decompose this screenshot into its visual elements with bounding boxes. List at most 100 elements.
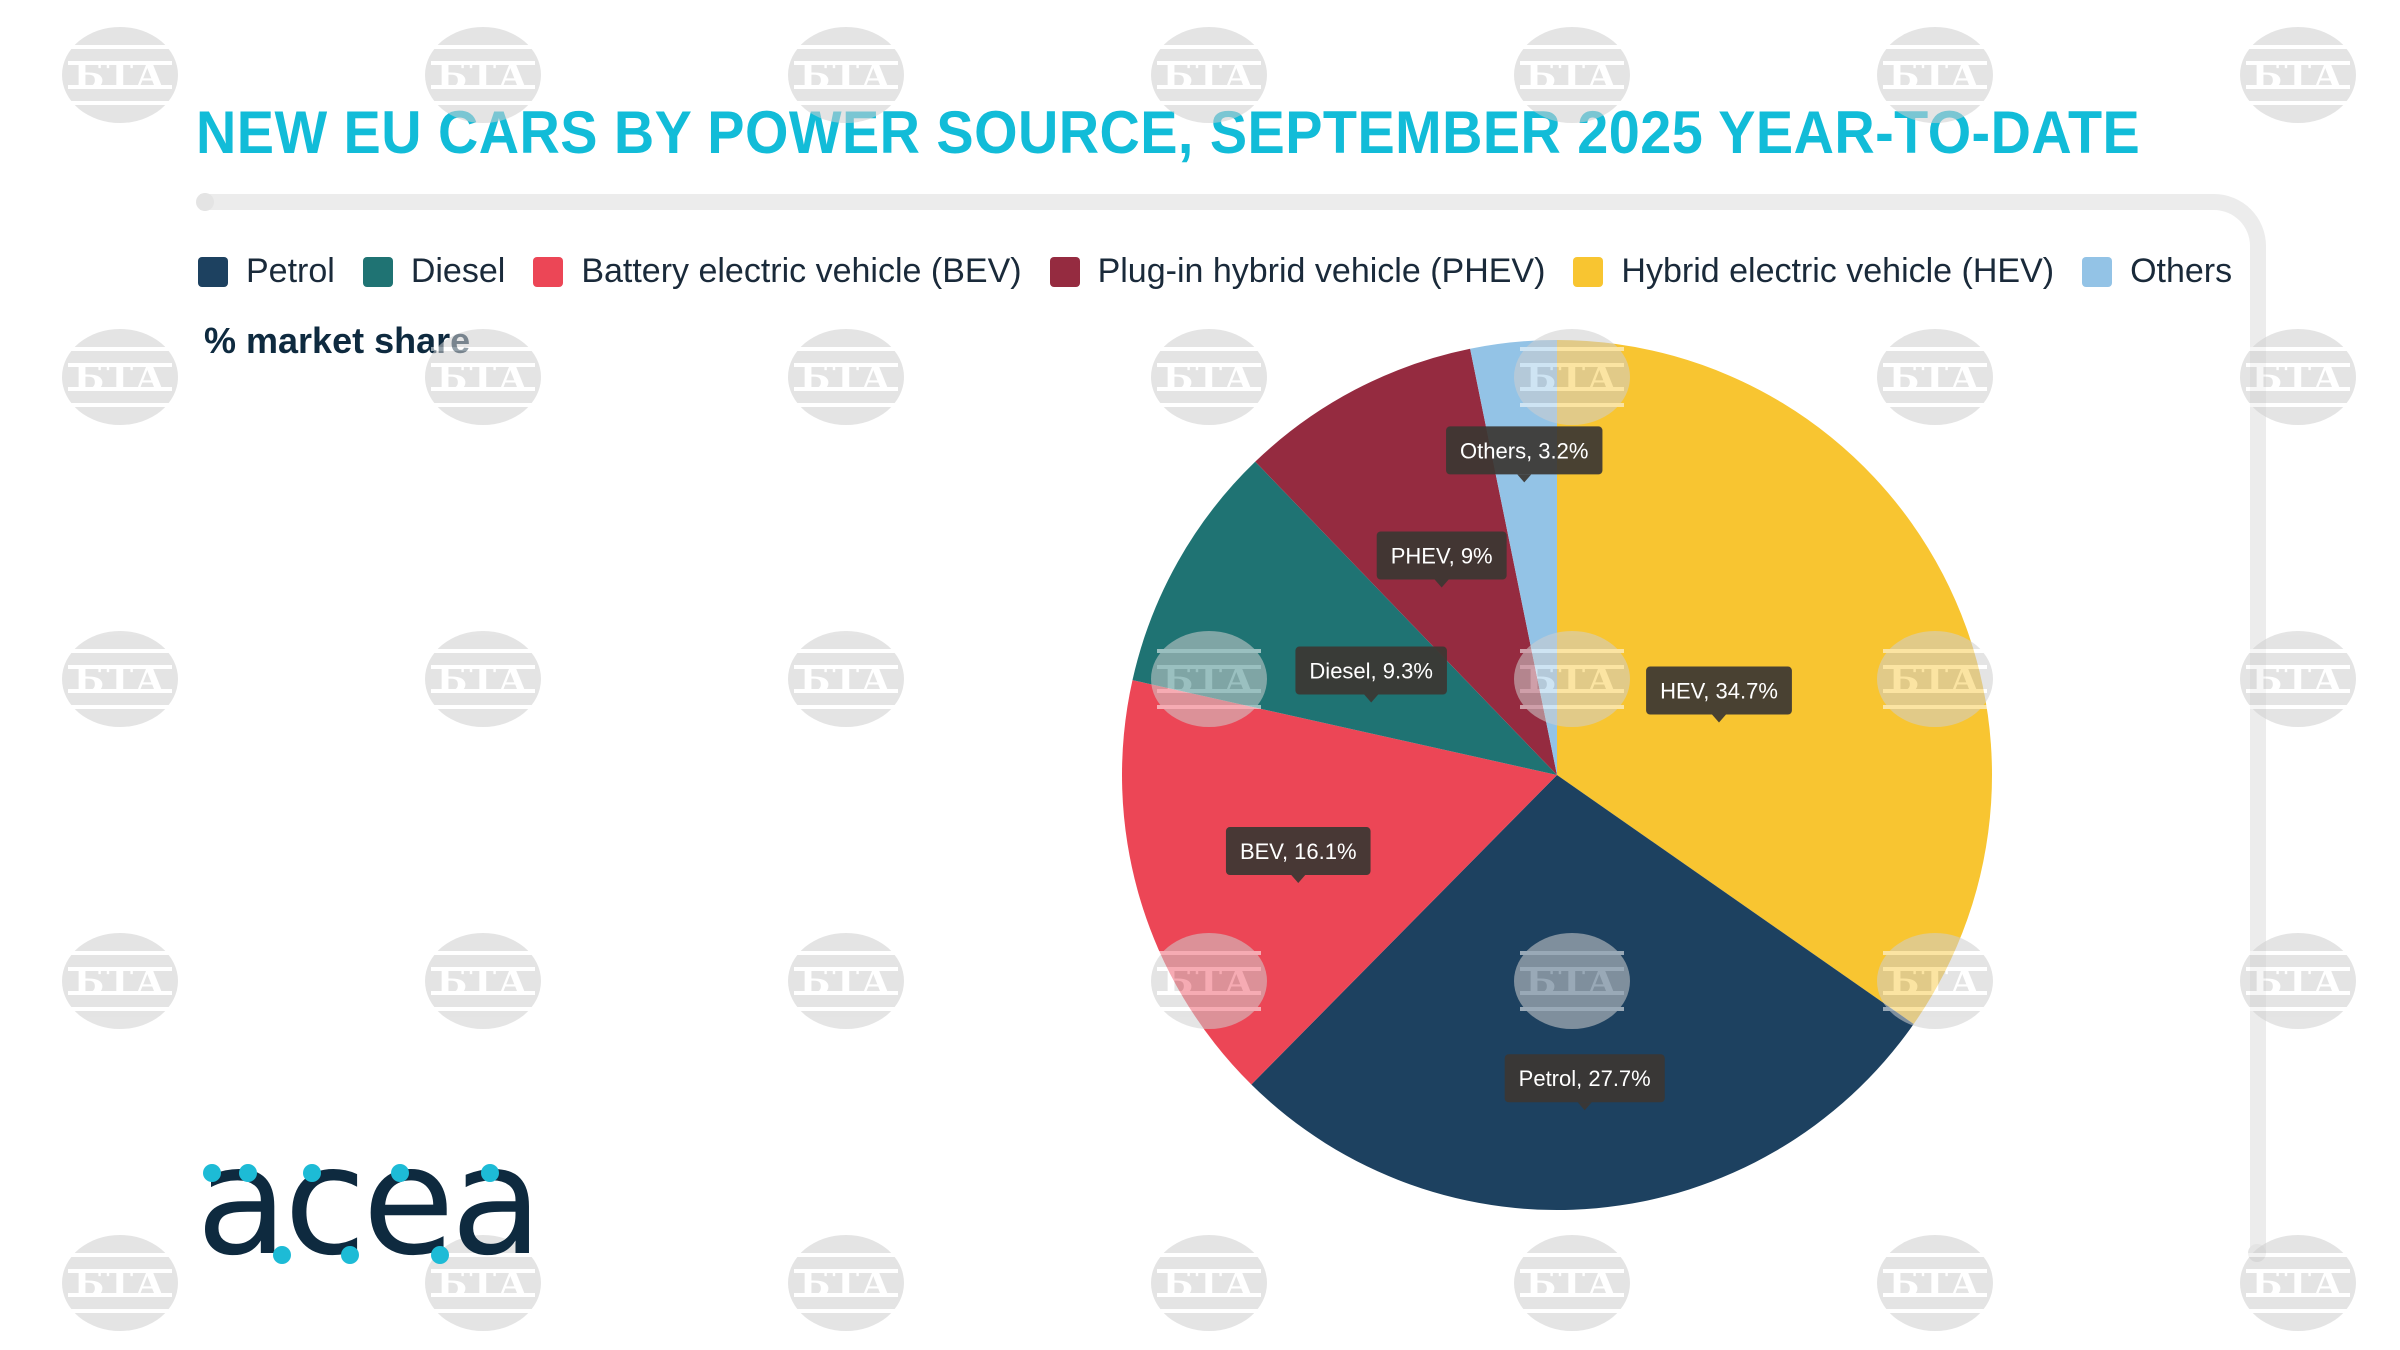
svg-text:БТА: БТА [74, 55, 167, 97]
watermark-emblem: БТА [1877, 27, 1993, 123]
watermark-emblem: БТА [2240, 329, 2356, 425]
svg-text:БТА: БТА [1889, 1263, 1982, 1305]
svg-text:HEV, 34.7%: HEV, 34.7% [1660, 679, 1778, 704]
legend-swatch [198, 256, 228, 287]
watermark-emblem: БТА [1151, 631, 1267, 727]
slice-label: Others, 3.2% [1446, 426, 1603, 483]
svg-text:БТА: БТА [437, 357, 530, 399]
svg-text:БТА: БТА [800, 55, 893, 97]
watermark-emblem: БТА [1151, 933, 1267, 1029]
legend-label: Battery electric vehicle (BEV) [581, 252, 1022, 290]
legend-swatch [2082, 256, 2113, 287]
svg-text:БТА: БТА [800, 357, 893, 399]
watermark-emblem: БТА [1877, 329, 1993, 425]
legend-item[interactable]: Diesel [362, 252, 506, 291]
watermark-emblem: БТА [425, 27, 541, 123]
svg-text:БТА: БТА [1526, 659, 1619, 701]
watermark-emblem: БТА [62, 631, 178, 727]
watermark-emblem: БТА [62, 329, 178, 425]
svg-text:БТА: БТА [437, 55, 530, 97]
legend-swatch [1049, 256, 1080, 287]
watermark-emblem: БТА [788, 329, 904, 425]
watermark-emblem: БТА [1514, 329, 1630, 425]
watermark-emblem: БТА [62, 933, 178, 1029]
svg-text:БТА: БТА [1163, 659, 1256, 701]
svg-text:БТА: БТА [2252, 961, 2345, 1003]
slice-label: Diesel, 9.3% [1295, 646, 1447, 703]
svg-text:БТА: БТА [1163, 961, 1256, 1003]
svg-text:Petrol, 27.7%: Petrol, 27.7% [1519, 1066, 1651, 1091]
watermark-emblem: БТА [62, 1235, 178, 1331]
watermark-emblem: БТА [1151, 27, 1267, 123]
slice-label: Petrol, 27.7% [1504, 1054, 1665, 1111]
watermark-emblem: БТА [1514, 933, 1630, 1029]
legend-swatch [362, 256, 393, 287]
svg-text:БТА: БТА [1889, 961, 1982, 1003]
svg-text:БТА: БТА [437, 961, 530, 1003]
legend-item[interactable]: Plug-in hybrid vehicle (PHEV) [1049, 252, 1546, 291]
svg-text:БТА: БТА [1889, 55, 1982, 97]
legend-label: Hybrid electric vehicle (HEV) [1621, 252, 2055, 290]
watermark-emblem: БТА [1877, 1235, 1993, 1331]
watermark-emblem: БТА [425, 933, 541, 1029]
svg-text:БТА: БТА [1526, 55, 1619, 97]
watermark-emblem: БТА [1514, 1235, 1630, 1331]
svg-text:БТА: БТА [800, 961, 893, 1003]
logo-wordmark: acea [196, 1135, 539, 1275]
acea-logo: acea [196, 1135, 543, 1275]
svg-text:БТА: БТА [2252, 55, 2345, 97]
watermark-emblem: БТА [1877, 933, 1993, 1029]
svg-text:БТА: БТА [1889, 659, 1982, 701]
watermark-emblem: БТА [788, 631, 904, 727]
watermark-emblem: БТА [425, 1235, 541, 1331]
svg-text:БТА: БТА [2252, 1263, 2345, 1305]
svg-text:БТА: БТА [74, 1263, 167, 1305]
svg-text:БТА: БТА [2252, 357, 2345, 399]
watermark-emblem: БТА [1514, 27, 1630, 123]
svg-text:БТА: БТА [800, 659, 893, 701]
legend-label: Diesel [410, 252, 506, 290]
watermark-emblem: БТА [2240, 1235, 2356, 1331]
watermark-layer: БТА БТА БТА БТА БТА БТА БТА БТА БТА БТА БТА БТА БТА Б… [62, 27, 2356, 1331]
svg-text:Diesel, 9.3%: Diesel, 9.3% [1309, 659, 1433, 684]
svg-text:БТА: БТА [437, 659, 530, 701]
svg-text:БТА: БТА [1526, 357, 1619, 399]
watermark-emblem: БТА [788, 27, 904, 123]
frame-start-dot [196, 193, 214, 211]
svg-text:БТА: БТА [2252, 659, 2345, 701]
svg-text:БТА: БТА [1526, 1263, 1619, 1305]
legend-item[interactable]: Petrol [198, 252, 335, 291]
svg-text:БТА: БТА [1163, 357, 1256, 399]
svg-text:PHEV, 9%: PHEV, 9% [1391, 544, 1493, 569]
legend-item[interactable]: Others [2082, 252, 2232, 291]
watermark-emblem: БТА [1514, 631, 1630, 727]
legend-swatch [1573, 256, 1604, 287]
svg-text:BEV, 16.1%: BEV, 16.1% [1240, 839, 1357, 864]
slice-labels: HEV, 34.7% Petrol, 27.7% BEV, 16.1% Diesel,… [1225, 426, 1792, 1111]
watermark-emblem: БТА [2240, 27, 2356, 123]
watermark-emblem: БТА [788, 1235, 904, 1331]
slice-label: PHEV, 9% [1376, 531, 1507, 588]
svg-text:БТА: БТА [800, 1263, 893, 1305]
watermark-emblem: БТА [1151, 329, 1267, 425]
svg-text:БТА: БТА [1889, 357, 1982, 399]
legend-label: Plug-in hybrid vehicle (PHEV) [1097, 252, 1546, 290]
svg-text:БТА: БТА [74, 659, 167, 701]
watermark-emblem: БТА [788, 933, 904, 1029]
svg-text:БТА: БТА [437, 1263, 530, 1305]
watermark-emblem: БТА [425, 329, 541, 425]
chart-legend: Petrol Diesel Battery electric vehicle (BE… [198, 252, 2260, 291]
watermark-emblem: БТА [1877, 631, 1993, 727]
svg-text:БТА: БТА [1163, 1263, 1256, 1305]
legend-label: Others [2130, 252, 2233, 290]
watermark-emblem: БТА [1151, 1235, 1267, 1331]
watermark-emblem: БТА [2240, 933, 2356, 1029]
watermark-emblem: БТА [2240, 631, 2356, 727]
svg-text:БТА: БТА [74, 961, 167, 1003]
watermark-emblem: БТА [62, 27, 178, 123]
legend-item[interactable]: Battery electric vehicle (BEV) [533, 252, 1022, 291]
legend-item[interactable]: Hybrid electric vehicle (HEV) [1573, 252, 2054, 291]
slice-label: HEV, 34.7% [1646, 666, 1792, 723]
svg-text:БТА: БТА [74, 357, 167, 399]
slice-label: BEV, 16.1% [1225, 827, 1371, 884]
